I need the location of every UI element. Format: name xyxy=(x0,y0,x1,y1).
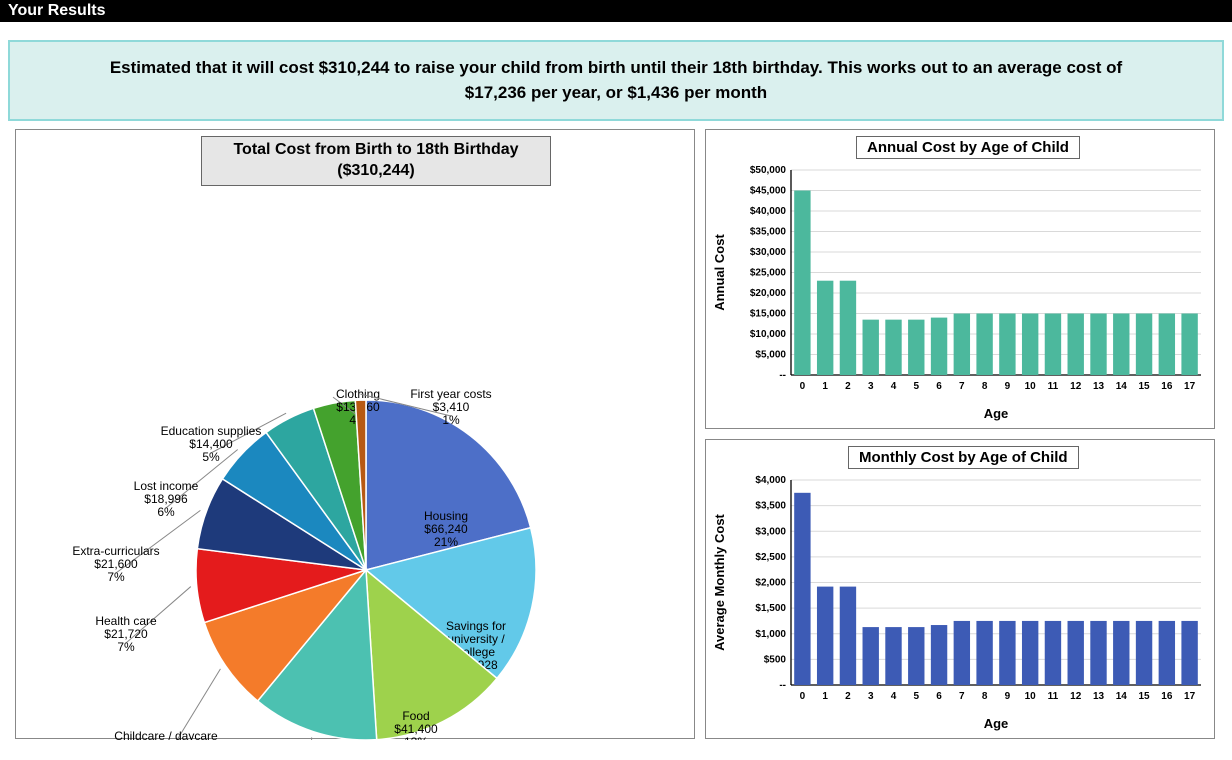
svg-text:1: 1 xyxy=(822,381,828,392)
svg-text:7: 7 xyxy=(959,691,965,702)
svg-text:6: 6 xyxy=(936,381,942,392)
right-column: Annual Cost by Age of Child -- $5,000 $10,… xyxy=(705,129,1215,739)
svg-text:8: 8 xyxy=(982,691,988,702)
svg-text:2: 2 xyxy=(845,381,851,392)
charts-row: Total Cost from Birth to 18th Birthday (… xyxy=(15,129,1224,739)
svg-text:$3,410: $3,410 xyxy=(433,400,470,414)
svg-text:--: -- xyxy=(779,370,786,381)
svg-text:1%: 1% xyxy=(442,413,460,427)
svg-text:Housing: Housing xyxy=(424,509,468,523)
svg-text:$21,600: $21,600 xyxy=(94,557,138,571)
svg-text:$4,000: $4,000 xyxy=(755,475,786,486)
svg-text:13: 13 xyxy=(1093,691,1105,702)
summary-line1: Estimated that it will cost $310,244 to … xyxy=(110,58,1122,77)
svg-text:0: 0 xyxy=(800,381,806,392)
monthly-bar-title: Monthly Cost by Age of Child xyxy=(848,446,1079,469)
svg-text:1: 1 xyxy=(822,691,828,702)
svg-text:10: 10 xyxy=(1025,691,1037,702)
monthly-bar-panel: Monthly Cost by Age of Child -- $500 $1,00… xyxy=(705,439,1215,739)
svg-text:6: 6 xyxy=(936,691,942,702)
pie-chart-svg: Housing$66,24021%Savings foruniversity /… xyxy=(16,130,696,740)
svg-text:2: 2 xyxy=(845,691,851,702)
svg-text:$10,000: $10,000 xyxy=(750,329,787,340)
svg-text:13%: 13% xyxy=(404,735,428,740)
svg-text:$5,000: $5,000 xyxy=(755,350,786,361)
svg-text:4: 4 xyxy=(891,691,897,702)
monthly-bar-svg: -- $500 $1,000 $1,500 $2,000 $2,500 $3,000 $3,5… xyxy=(706,440,1216,740)
annual-bar-panel: Annual Cost by Age of Child -- $5,000 $10,… xyxy=(705,129,1215,429)
svg-text:Age: Age xyxy=(984,406,1009,421)
svg-text:Savings for: Savings for xyxy=(446,619,506,633)
svg-text:0: 0 xyxy=(800,691,806,702)
svg-text:Food: Food xyxy=(402,709,429,723)
svg-text:$30,000: $30,000 xyxy=(750,247,787,258)
svg-text:11: 11 xyxy=(1048,691,1059,702)
pie-chart-title: Total Cost from Birth to 18th Birthday (… xyxy=(201,136,551,186)
svg-text:$500: $500 xyxy=(764,655,787,666)
header-title: Your Results xyxy=(8,2,106,19)
svg-text:5%: 5% xyxy=(202,450,220,464)
svg-text:16: 16 xyxy=(1161,381,1173,392)
svg-text:$21,720: $21,720 xyxy=(104,627,148,641)
annual-bar-svg: -- $5,000 $10,000 $15,000 $20,000 $25,000 $30,… xyxy=(706,130,1216,430)
svg-text:12: 12 xyxy=(1070,381,1082,392)
svg-text:14: 14 xyxy=(1116,381,1128,392)
svg-text:Education supplies: Education supplies xyxy=(161,424,262,438)
svg-text:Childcare / daycare: Childcare / daycare xyxy=(114,729,218,740)
svg-text:Lost income: Lost income xyxy=(134,479,199,493)
pie-chart-panel: Total Cost from Birth to 18th Birthday (… xyxy=(15,129,695,739)
annual-bar-title: Annual Cost by Age of Child xyxy=(856,136,1080,159)
svg-text:$25,000: $25,000 xyxy=(750,268,787,279)
svg-text:5: 5 xyxy=(913,381,919,392)
svg-text:Extra-curriculars: Extra-curriculars xyxy=(72,544,159,558)
svg-text:11: 11 xyxy=(1048,381,1059,392)
svg-text:15: 15 xyxy=(1138,381,1150,392)
results-header: Your Results xyxy=(0,0,1232,22)
svg-text:7%: 7% xyxy=(117,640,135,654)
svg-text:17: 17 xyxy=(1184,381,1196,392)
svg-text:$14,400: $14,400 xyxy=(189,437,233,451)
svg-text:13: 13 xyxy=(1093,381,1105,392)
svg-text:$15,000: $15,000 xyxy=(750,309,787,320)
svg-text:15: 15 xyxy=(1138,691,1150,702)
svg-text:14: 14 xyxy=(1116,691,1128,702)
svg-text:8: 8 xyxy=(982,381,988,392)
svg-text:7: 7 xyxy=(959,381,965,392)
svg-text:Average Monthly Cost: Average Monthly Cost xyxy=(712,514,727,651)
svg-text:$40,000: $40,000 xyxy=(750,206,787,217)
summary-box: Estimated that it will cost $310,244 to … xyxy=(8,40,1224,121)
svg-text:$3,000: $3,000 xyxy=(755,527,786,538)
svg-text:$3,500: $3,500 xyxy=(755,501,786,512)
svg-text:$2,500: $2,500 xyxy=(755,552,786,563)
svg-text:$18,996: $18,996 xyxy=(144,492,188,506)
svg-text:--: -- xyxy=(779,680,786,691)
svg-text:Health care: Health care xyxy=(95,614,157,628)
svg-text:$2,000: $2,000 xyxy=(755,578,786,589)
svg-text:$41,400: $41,400 xyxy=(394,722,438,736)
svg-text:First year costs: First year costs xyxy=(410,387,491,401)
svg-text:$50,000: $50,000 xyxy=(750,165,787,176)
svg-text:3: 3 xyxy=(868,691,874,702)
svg-text:12: 12 xyxy=(1070,691,1082,702)
svg-text:Age: Age xyxy=(984,716,1009,731)
svg-text:7%: 7% xyxy=(107,570,125,584)
svg-text:17: 17 xyxy=(1184,691,1196,702)
svg-text:$35,000: $35,000 xyxy=(750,227,787,238)
svg-text:16: 16 xyxy=(1161,691,1173,702)
summary-line2: $17,236 per year, or $1,436 per month xyxy=(465,83,767,102)
svg-text:Clothing: Clothing xyxy=(336,387,380,401)
svg-text:$20,000: $20,000 xyxy=(750,288,787,299)
svg-text:$1,500: $1,500 xyxy=(755,603,786,614)
svg-text:9: 9 xyxy=(1005,691,1011,702)
svg-text:6%: 6% xyxy=(157,505,175,519)
svg-text:10: 10 xyxy=(1025,381,1037,392)
svg-text:9: 9 xyxy=(1005,381,1011,392)
svg-text:5: 5 xyxy=(913,691,919,702)
svg-text:$45,000: $45,000 xyxy=(750,186,787,197)
svg-text:4: 4 xyxy=(891,381,897,392)
svg-text:$1,000: $1,000 xyxy=(755,629,786,640)
svg-text:$66,240: $66,240 xyxy=(424,522,468,536)
svg-text:Annual Cost: Annual Cost xyxy=(712,234,727,311)
svg-text:3: 3 xyxy=(868,381,874,392)
